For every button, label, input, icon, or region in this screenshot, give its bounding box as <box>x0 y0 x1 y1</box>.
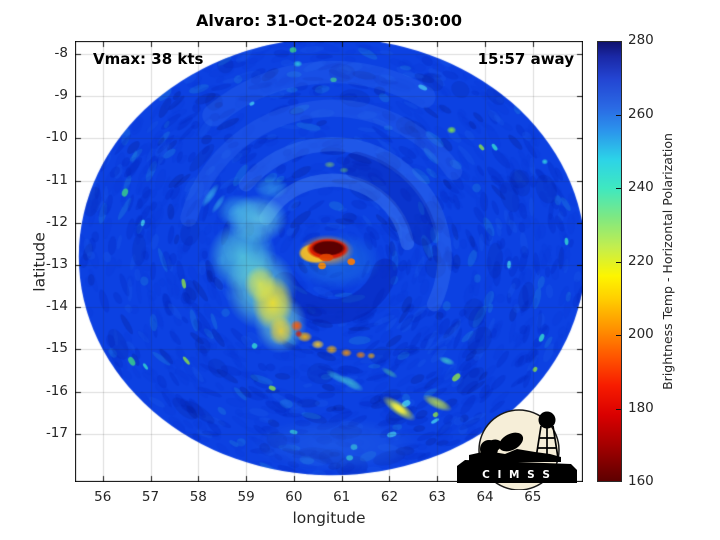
colorbar-gradient <box>598 42 621 481</box>
x-tick-label: 58 <box>189 489 207 505</box>
y-tick-label: -15 <box>45 340 68 357</box>
y-axis-label-wrap: latitude <box>27 41 53 482</box>
cimss-logo: C I M S S <box>457 409 577 490</box>
y-tick-label: -8 <box>54 45 68 62</box>
colorbar-tick-mark <box>616 114 621 116</box>
colorbar-label-wrap: Brightness Temp - Horizontal Polarizatio… <box>654 41 680 482</box>
colorbar-tick-label: 180 <box>628 399 654 416</box>
x-tick-label: 60 <box>285 489 303 505</box>
y-tick-label: -11 <box>45 171 68 188</box>
colorbar-label: Brightness Temp - Horizontal Polarizatio… <box>659 133 675 390</box>
x-tick-label: 65 <box>524 489 542 505</box>
colorbar-tick-mark <box>616 188 621 189</box>
y-tick-label: -13 <box>45 256 68 273</box>
water-tower-icon <box>535 425 559 459</box>
colorbar-tick-label: 160 <box>628 473 654 489</box>
y-axis-label: latitude <box>31 231 49 292</box>
y-tick-label: -17 <box>45 424 68 441</box>
satellite-swath-canvas <box>75 41 583 482</box>
colorbar-tick-mark <box>616 261 621 263</box>
y-tick-label: -14 <box>45 298 68 315</box>
building-silhouette <box>469 449 561 462</box>
colorbar-tick-label: 240 <box>628 179 654 195</box>
colorbar-tick-mark <box>616 408 621 410</box>
x-tick-label: 57 <box>141 489 160 505</box>
colorbar-tick-label: 260 <box>628 105 654 122</box>
cimss-banner <box>457 460 577 483</box>
satellite-dish-large-icon <box>498 432 524 452</box>
colorbar-tick-mark <box>616 335 621 336</box>
colorbar <box>597 41 622 482</box>
x-axis-label: longitude <box>292 509 366 527</box>
x-tick-label: 63 <box>428 489 446 505</box>
plot-title: Alvaro: 31-Oct-2024 05:30:00 <box>196 11 462 30</box>
water-tower-tank-icon <box>538 411 556 429</box>
colorbar-tick-label: 220 <box>628 252 654 269</box>
y-tick-label: -16 <box>45 382 68 399</box>
satellite-dish-small-icon <box>484 439 502 453</box>
y-tick-label: -12 <box>45 213 68 230</box>
colorbar-tick-label: 280 <box>628 32 654 48</box>
x-tick-label: 56 <box>94 489 112 505</box>
colorbar-tick-label: 200 <box>628 326 654 342</box>
x-tick-label: 59 <box>237 489 255 505</box>
x-tick-label: 62 <box>380 489 399 505</box>
x-tick-label: 64 <box>476 489 494 505</box>
cimss-banner-text: C I M S S <box>482 469 552 481</box>
y-tick-label: -10 <box>45 129 68 146</box>
x-tick-label: 61 <box>333 489 351 505</box>
y-tick-label: -9 <box>54 87 68 104</box>
